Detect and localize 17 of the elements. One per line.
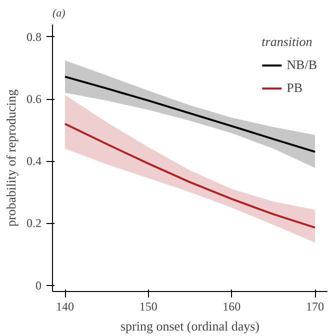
x-tick-label: 150 [139,300,158,314]
y-tick-label: 0.6 [26,92,42,106]
x-tick-label: 170 [306,300,324,314]
y-axis-title: probability of reproducing [4,88,18,227]
y-tick-label: 0.8 [26,30,42,44]
line-series [64,122,316,229]
y-tick-label: 0.4 [26,154,42,168]
x-tick-label: 140 [56,300,74,314]
y-tick-label: 0.2 [26,216,42,230]
x-tick-label: 160 [222,300,241,314]
legend-label: NB/B [286,57,317,73]
legend-title: transition [262,34,314,50]
line-series [64,76,316,153]
x-axis-title: spring onset (ordinal days) [120,318,260,334]
y-tick-label: 0 [36,278,42,292]
legend-label: PB [286,80,304,96]
chart-title: (a) [52,8,66,20]
